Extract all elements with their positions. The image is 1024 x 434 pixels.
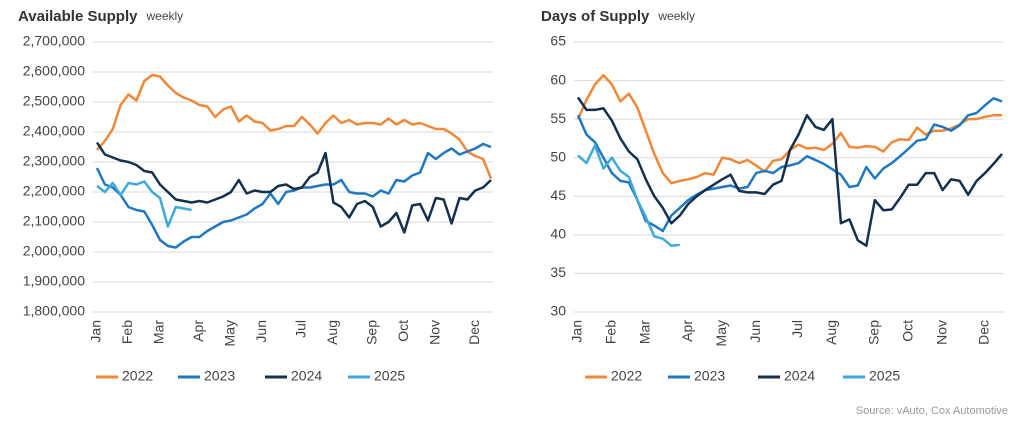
legend-label: 2025 [374, 368, 405, 384]
y-tick-label: 35 [550, 264, 566, 280]
chart-subtitle: weekly [145, 9, 183, 23]
series-line [576, 96, 1003, 247]
x-tick-label: May [222, 320, 238, 346]
chart-title: Available Supply [18, 8, 138, 25]
x-tick-label: Aug [823, 320, 839, 345]
x-tick-label: Nov [427, 320, 443, 345]
x-tick-label: Jun [253, 320, 269, 343]
x-tick-label: Jan [88, 320, 104, 343]
y-tick-label: 40 [550, 226, 566, 242]
x-tick-label: Jun [747, 320, 763, 343]
legend-label: 2023 [694, 368, 725, 384]
x-tick-label: Mar [637, 320, 653, 344]
x-tick-label: Oct [395, 320, 411, 342]
x-tick-label: Dec [466, 320, 482, 345]
x-tick-label: Feb [119, 320, 135, 344]
y-tick-label: 30 [550, 303, 566, 319]
series-line [96, 73, 493, 179]
source: Source: vAuto, Cox Automotive [856, 405, 1008, 417]
y-tick-label: 1,900,000 [23, 273, 85, 289]
y-tick-label: 2,500,000 [23, 93, 85, 109]
x-tick-label: Oct [899, 320, 915, 342]
x-tick-label: Jul [293, 320, 309, 338]
legend-label: 2022 [611, 368, 642, 384]
x-tick-label: Jul [789, 320, 805, 338]
y-tick-label: 2,300,000 [23, 153, 85, 169]
series-line [95, 141, 492, 234]
legend-label: 2023 [204, 368, 235, 384]
chart-subtitle: weekly [657, 9, 695, 23]
legend-label: 2022 [122, 368, 153, 384]
series-line [577, 144, 680, 247]
x-tick-label: Aug [324, 320, 340, 345]
y-tick-label: 2,400,000 [23, 123, 85, 139]
y-tick-label: 1,800,000 [23, 303, 85, 319]
legend-label: 2024 [291, 368, 322, 384]
chart-title: Days of Supply [541, 8, 650, 25]
x-tick-label: Sep [364, 320, 380, 345]
x-tick-label: Nov [933, 320, 949, 345]
y-tick-label: 2,200,000 [23, 183, 85, 199]
y-tick-label: 2,100,000 [23, 213, 85, 229]
y-tick-label: 45 [550, 187, 566, 203]
x-tick-label: Sep [866, 320, 882, 345]
y-tick-label: 2,000,000 [23, 243, 85, 259]
x-tick-label: Feb [603, 320, 619, 344]
y-tick-label: 65 [550, 33, 566, 49]
y-tick-label: 2,600,000 [23, 63, 85, 79]
legend-label: 2024 [784, 368, 815, 384]
x-tick-label: May [713, 320, 729, 346]
x-tick-label: Jan [569, 320, 585, 343]
legend-label: 2025 [869, 368, 900, 384]
x-tick-label: Mar [151, 320, 167, 344]
x-tick-label: Dec [976, 320, 992, 345]
series-line [96, 180, 192, 228]
y-tick-label: 60 [550, 71, 566, 87]
y-tick-label: 2,700,000 [23, 33, 85, 49]
x-tick-label: Apr [190, 320, 206, 342]
y-tick-label: 50 [550, 148, 566, 164]
x-tick-label: Apr [679, 320, 695, 342]
y-tick-label: 55 [550, 110, 566, 126]
series-line [95, 142, 492, 249]
